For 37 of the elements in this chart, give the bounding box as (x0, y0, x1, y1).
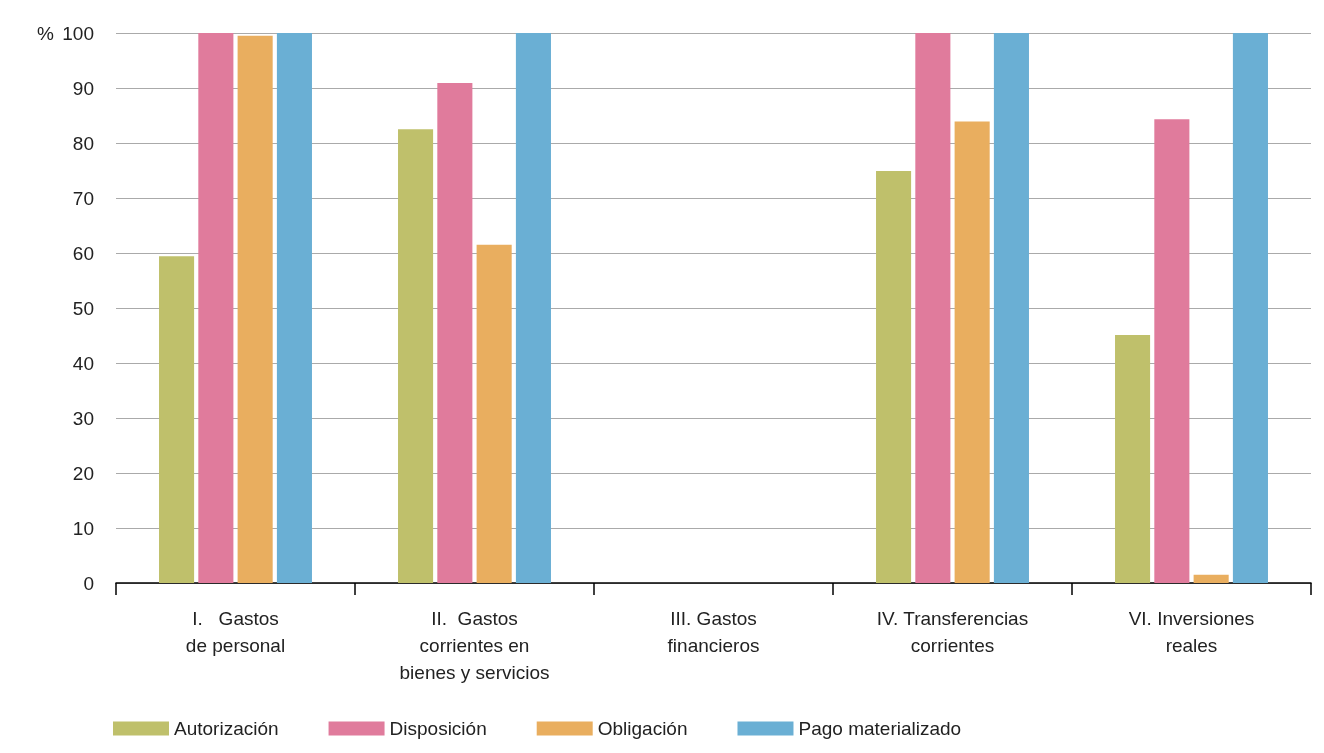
bar (915, 33, 951, 583)
legend-label: Obligación (597, 718, 688, 739)
bar (1193, 574, 1229, 583)
x-tick-label: I. Gastos de personal (185, 608, 286, 656)
bar (237, 35, 273, 583)
bar (476, 244, 512, 583)
y-tick-label: 100 (62, 22, 94, 44)
y-tick-label: 90 (72, 77, 94, 99)
legend-label: Pago materializado (798, 718, 962, 739)
bar (1232, 33, 1268, 583)
y-tick-label: 60 (72, 242, 94, 264)
bar (1154, 119, 1190, 583)
bar (437, 83, 473, 583)
bar (876, 171, 912, 583)
y-tick-label: 50 (72, 297, 94, 319)
bar (276, 33, 312, 583)
bar (954, 121, 990, 583)
bar (515, 33, 551, 583)
y-tick-label: 0 (83, 572, 94, 594)
y-tick-label: 20 (72, 462, 94, 484)
y-tick-label: 30 (72, 407, 94, 429)
x-tick-label: IV. Transferencias corrientes (876, 608, 1029, 656)
y-tick-label: 70 (72, 187, 94, 209)
y-tick-label: 80 (72, 132, 94, 154)
x-tick-label: VI. Inversiones reales (1128, 608, 1255, 656)
bar (398, 129, 434, 583)
bar (1115, 334, 1151, 583)
bar (993, 33, 1029, 583)
y-tick-label: 40 (72, 352, 94, 374)
y-axis-title: % (37, 22, 55, 44)
bar (198, 33, 234, 583)
legend-label: Autorización (174, 718, 279, 739)
x-tick-label: III. Gastos financieros (667, 608, 760, 656)
bar (159, 256, 195, 583)
x-tick-label: II. Gastos corrientes en bienes y servicios (399, 608, 550, 683)
legend-label: Disposición (389, 718, 487, 739)
y-tick-label: 10 (72, 517, 94, 539)
